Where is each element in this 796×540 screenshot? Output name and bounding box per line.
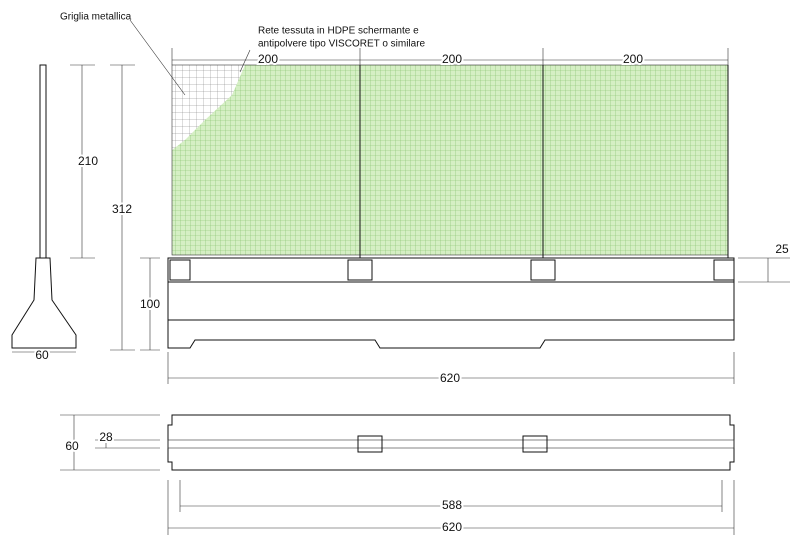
dimension: 25 (775, 242, 789, 256)
dimension: 620 (440, 371, 460, 385)
dimension: 60 (35, 348, 49, 362)
plan-view (168, 415, 734, 470)
dimension: 210 (78, 154, 98, 168)
side-view (12, 65, 76, 348)
dimension: 200 (442, 52, 462, 66)
label: Griglia metallica (60, 12, 132, 23)
elevation (168, 65, 734, 348)
label: antipolvere tipo VISCORET o similare (258, 39, 426, 50)
dimension: 312 (112, 202, 132, 216)
dimension: 620 (442, 520, 462, 534)
dimension: 60 (65, 439, 79, 453)
dimension: 200 (623, 52, 643, 66)
dimension: 100 (140, 297, 160, 311)
dimension: 200 (258, 52, 278, 66)
dimension: 588 (442, 498, 462, 512)
label: Rete tessuta in HDPE schermante e (258, 26, 419, 37)
dimension: 28 (99, 430, 113, 444)
drawing: Griglia metallica Rete tessuta in HDPE s… (0, 0, 796, 540)
